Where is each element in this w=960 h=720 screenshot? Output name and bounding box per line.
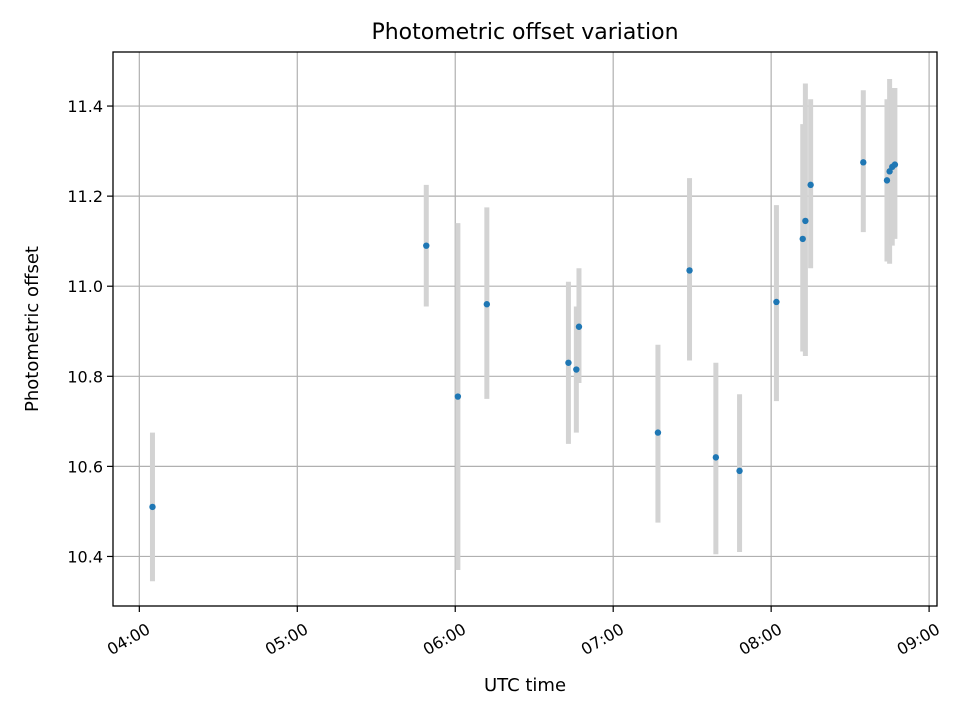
data-point	[736, 467, 743, 475]
x-tick-label: 06:00	[420, 619, 469, 659]
y-tick-label: 10.8	[67, 367, 103, 386]
error-bars	[149, 79, 898, 582]
y-tick-label: 11.0	[67, 277, 103, 296]
data-point	[860, 159, 867, 166]
x-tick-label: 07:00	[578, 619, 627, 659]
y-axis-ticks: 10.4 10.6 10.8 11.0 11.2 11.4	[67, 97, 113, 566]
data-point	[799, 235, 806, 243]
data-point	[423, 242, 430, 249]
x-tick-label: 04:00	[104, 619, 153, 659]
data-point	[802, 217, 809, 225]
data-point	[575, 323, 583, 330]
data-point	[686, 267, 693, 274]
y-tick-label: 11.2	[67, 187, 103, 206]
chart-title: Photometric offset variation	[371, 20, 678, 45]
data-point	[712, 454, 720, 461]
data-point	[883, 177, 891, 184]
data-point	[654, 429, 662, 436]
data-point	[891, 161, 899, 168]
data-point	[573, 366, 580, 373]
plot-frame	[112, 51, 938, 607]
y-tick-label: 11.4	[67, 97, 103, 116]
data-points	[149, 159, 899, 511]
x-tick-label: 09:00	[894, 619, 943, 659]
data-point	[773, 298, 780, 306]
y-tick-label: 10.4	[67, 547, 103, 566]
y-axis-title: Photometric offset	[22, 246, 43, 412]
data-point	[149, 503, 156, 511]
y-tick-label: 10.6	[67, 457, 103, 476]
data-point	[454, 393, 462, 400]
x-axis-title: UTC time	[484, 675, 566, 696]
x-tick-label: 05:00	[262, 619, 311, 659]
data-point	[565, 359, 572, 366]
x-tick-label: 08:00	[736, 619, 785, 659]
data-point	[483, 301, 491, 308]
x-axis-ticks: 04:00 05:00 06:00 07:00 08:00 09:00	[104, 606, 943, 659]
data-point	[807, 181, 814, 189]
grid-lines	[113, 52, 937, 606]
